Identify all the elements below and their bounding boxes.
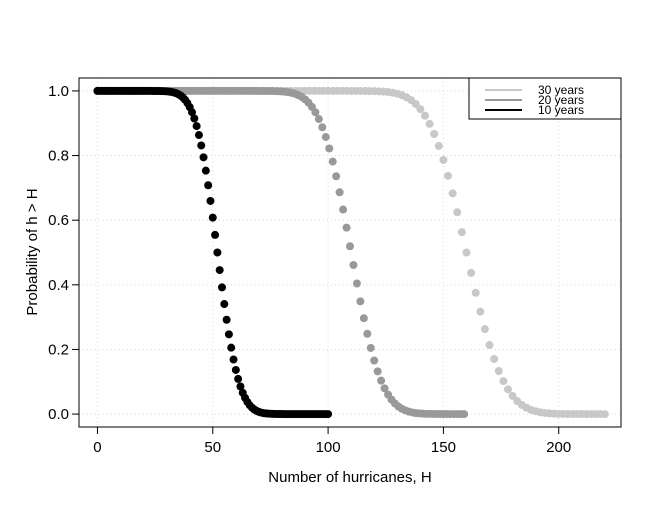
data-point <box>439 155 448 164</box>
y-tick-label: 0.8 <box>48 148 69 165</box>
data-point <box>194 131 203 140</box>
data-point <box>229 355 238 364</box>
data-point <box>236 382 245 391</box>
data-point <box>335 188 344 197</box>
data-point <box>342 223 351 232</box>
data-point <box>448 189 457 198</box>
y-tick-label: 0.4 <box>48 277 69 294</box>
data-point <box>425 119 434 128</box>
data-point <box>314 115 323 124</box>
y-tick-label: 0.6 <box>48 212 69 229</box>
legend-box <box>468 77 622 120</box>
grid <box>79 78 621 427</box>
series-20-years <box>93 86 469 419</box>
y-tick-label: 1.0 <box>48 83 69 100</box>
data-point <box>227 343 236 352</box>
series-10-years <box>93 86 333 419</box>
data-point <box>490 354 499 363</box>
data-point <box>420 111 429 120</box>
data-point <box>370 356 379 365</box>
data-point <box>503 385 512 394</box>
data-point <box>366 343 375 352</box>
data-point <box>462 248 471 257</box>
x-axis: 0 50 100 150 200 <box>93 427 571 456</box>
data-point <box>220 300 229 309</box>
legend-label: 30 years <box>538 83 584 97</box>
data-point <box>318 123 327 132</box>
data-point <box>352 279 361 288</box>
data-point <box>444 171 453 180</box>
legend-label: 20 years <box>538 93 584 107</box>
y-tick-label: 0.2 <box>48 341 69 358</box>
data-point <box>204 181 213 190</box>
legend-label: 10 years <box>538 103 584 117</box>
data-point <box>380 384 389 393</box>
data-point <box>190 114 199 123</box>
x-tick-label: 200 <box>546 439 571 456</box>
data-point <box>457 228 466 237</box>
data-point <box>311 108 320 117</box>
data-point <box>324 410 333 419</box>
y-axis: 0.0 0.2 0.4 0.6 0.8 1.0 <box>48 83 79 423</box>
data-point <box>197 141 206 150</box>
data-point <box>467 268 476 277</box>
data-point <box>363 329 372 338</box>
plot-frame <box>78 77 622 428</box>
data-point <box>234 374 243 383</box>
data-point <box>215 266 224 275</box>
data-point <box>222 315 231 324</box>
data-point <box>208 213 217 222</box>
data-point <box>485 341 494 350</box>
data-point <box>321 133 330 142</box>
data-point <box>416 105 425 114</box>
x-tick-label: 100 <box>316 439 341 456</box>
data-point <box>188 108 197 117</box>
data-point <box>328 157 337 166</box>
data-point <box>453 208 462 217</box>
data-point <box>213 248 222 257</box>
data-point <box>332 172 341 181</box>
data-point <box>480 325 489 334</box>
data-point <box>192 122 201 131</box>
data-point <box>356 297 365 306</box>
data-point <box>201 166 210 175</box>
data-point <box>499 377 508 386</box>
y-axis-label: Probability of h > H <box>24 188 41 315</box>
data-point <box>206 196 215 205</box>
x-tick-label: 50 <box>204 439 221 456</box>
data-point <box>411 99 420 108</box>
data-point <box>325 144 334 153</box>
data-point <box>339 205 348 214</box>
data-point <box>231 365 240 374</box>
data-point <box>224 330 233 339</box>
data-point <box>430 129 439 138</box>
data-point <box>349 260 358 269</box>
data-point <box>434 142 443 151</box>
data-point <box>476 307 485 316</box>
x-tick-label: 0 <box>93 439 101 456</box>
data-point <box>211 230 220 239</box>
series-30-years <box>93 86 609 419</box>
x-tick-label: 150 <box>431 439 456 456</box>
data-points <box>93 86 609 419</box>
data-point <box>346 242 354 251</box>
data-point <box>508 391 517 400</box>
data-point <box>199 153 208 162</box>
data-point <box>600 410 609 419</box>
data-point <box>217 283 226 292</box>
y-tick-label: 0.0 <box>48 406 69 423</box>
data-point <box>377 376 386 385</box>
data-point <box>373 367 382 376</box>
data-point <box>359 314 368 323</box>
data-point <box>460 410 469 419</box>
data-point <box>471 288 480 297</box>
x-axis-label: Number of hurricanes, H <box>268 469 431 486</box>
data-point <box>494 367 503 376</box>
